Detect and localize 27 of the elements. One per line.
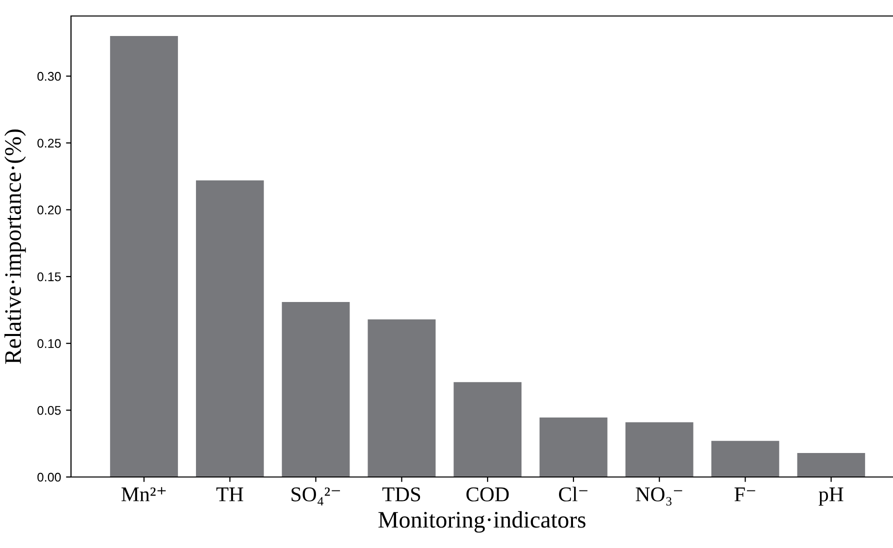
bar <box>454 382 522 477</box>
y-tick-label: 0.15 <box>37 272 61 282</box>
y-tick-label: 0.25 <box>37 138 61 148</box>
x-tick-label: Cl⁻ <box>558 486 588 502</box>
y-tick-label: 0.20 <box>37 206 61 214</box>
x-axis-title: Monitoring·indicators <box>378 511 586 533</box>
bar <box>625 422 694 477</box>
x-tick-label: NO₃⁻ <box>636 487 682 506</box>
x-tick-label: pH <box>818 488 844 506</box>
y-tick-label: 0.00 <box>37 472 61 482</box>
x-tick-label: TH <box>216 488 244 502</box>
bar <box>540 418 608 477</box>
bar <box>196 180 264 477</box>
bar <box>368 319 436 477</box>
y-tick-label: 0.30 <box>37 72 61 81</box>
x-tick-label: SO₄²⁻ <box>292 487 340 506</box>
bar <box>797 452 866 477</box>
x-tick-label: F⁻ <box>734 488 756 502</box>
bar <box>110 36 178 477</box>
y-tick-label: 0.05 <box>37 406 61 415</box>
x-tick-label: Mn²⁺ <box>122 487 166 502</box>
y-axis-title: Relative·importance·(%) <box>4 130 26 364</box>
y-tick-label: 0.10 <box>37 339 61 348</box>
bar <box>711 440 780 477</box>
x-tick-label: COD <box>466 487 509 502</box>
bar <box>282 302 350 477</box>
x-tick-label: TDS <box>382 487 420 502</box>
